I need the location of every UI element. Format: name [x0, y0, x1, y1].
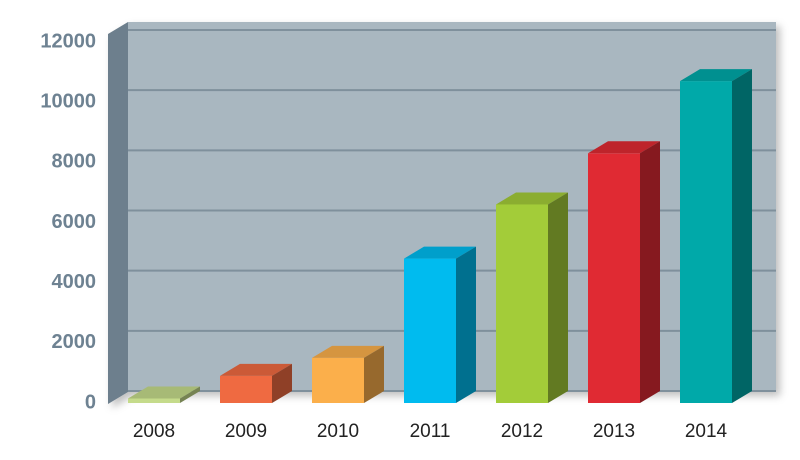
x-tick-label: 2010: [317, 421, 359, 442]
bar: [128, 398, 180, 403]
y-tick-label: 8000: [52, 151, 97, 173]
y-tick-label: 6000: [52, 211, 97, 233]
y-tick-label: 10000: [40, 90, 96, 112]
side-wall: [108, 22, 128, 404]
x-tick-label: 2014: [685, 421, 728, 442]
bar-top: [404, 246, 476, 259]
bar: [496, 204, 548, 403]
x-tick-label: 2012: [501, 421, 543, 442]
bar-top: [496, 192, 568, 205]
bar-top: [588, 141, 660, 154]
bar-top: [128, 386, 200, 399]
bar: [404, 258, 456, 403]
bar-top: [220, 363, 292, 376]
bar-side: [180, 386, 200, 403]
bar: [220, 375, 272, 403]
x-tick-label: 2009: [225, 421, 267, 442]
bar: [680, 81, 732, 403]
bar-top: [312, 345, 384, 358]
x-tick-label: 2008: [133, 421, 175, 442]
y-tick-label: 4000: [52, 271, 97, 293]
bar-side: [364, 345, 384, 403]
bar-top: [680, 69, 752, 82]
bar-side: [732, 69, 752, 403]
bar-side: [272, 363, 292, 403]
x-tick-label: 2011: [410, 421, 451, 442]
bar: [588, 153, 640, 403]
y-tick-label: 2000: [52, 331, 97, 353]
y-tick-label: 12000: [40, 30, 96, 52]
bar-side: [640, 141, 660, 403]
bar: [312, 357, 364, 403]
bar-side: [548, 192, 568, 403]
x-tick-label: 2013: [593, 421, 635, 442]
bar-side: [456, 246, 476, 403]
y-tick-label: 0: [85, 391, 96, 413]
